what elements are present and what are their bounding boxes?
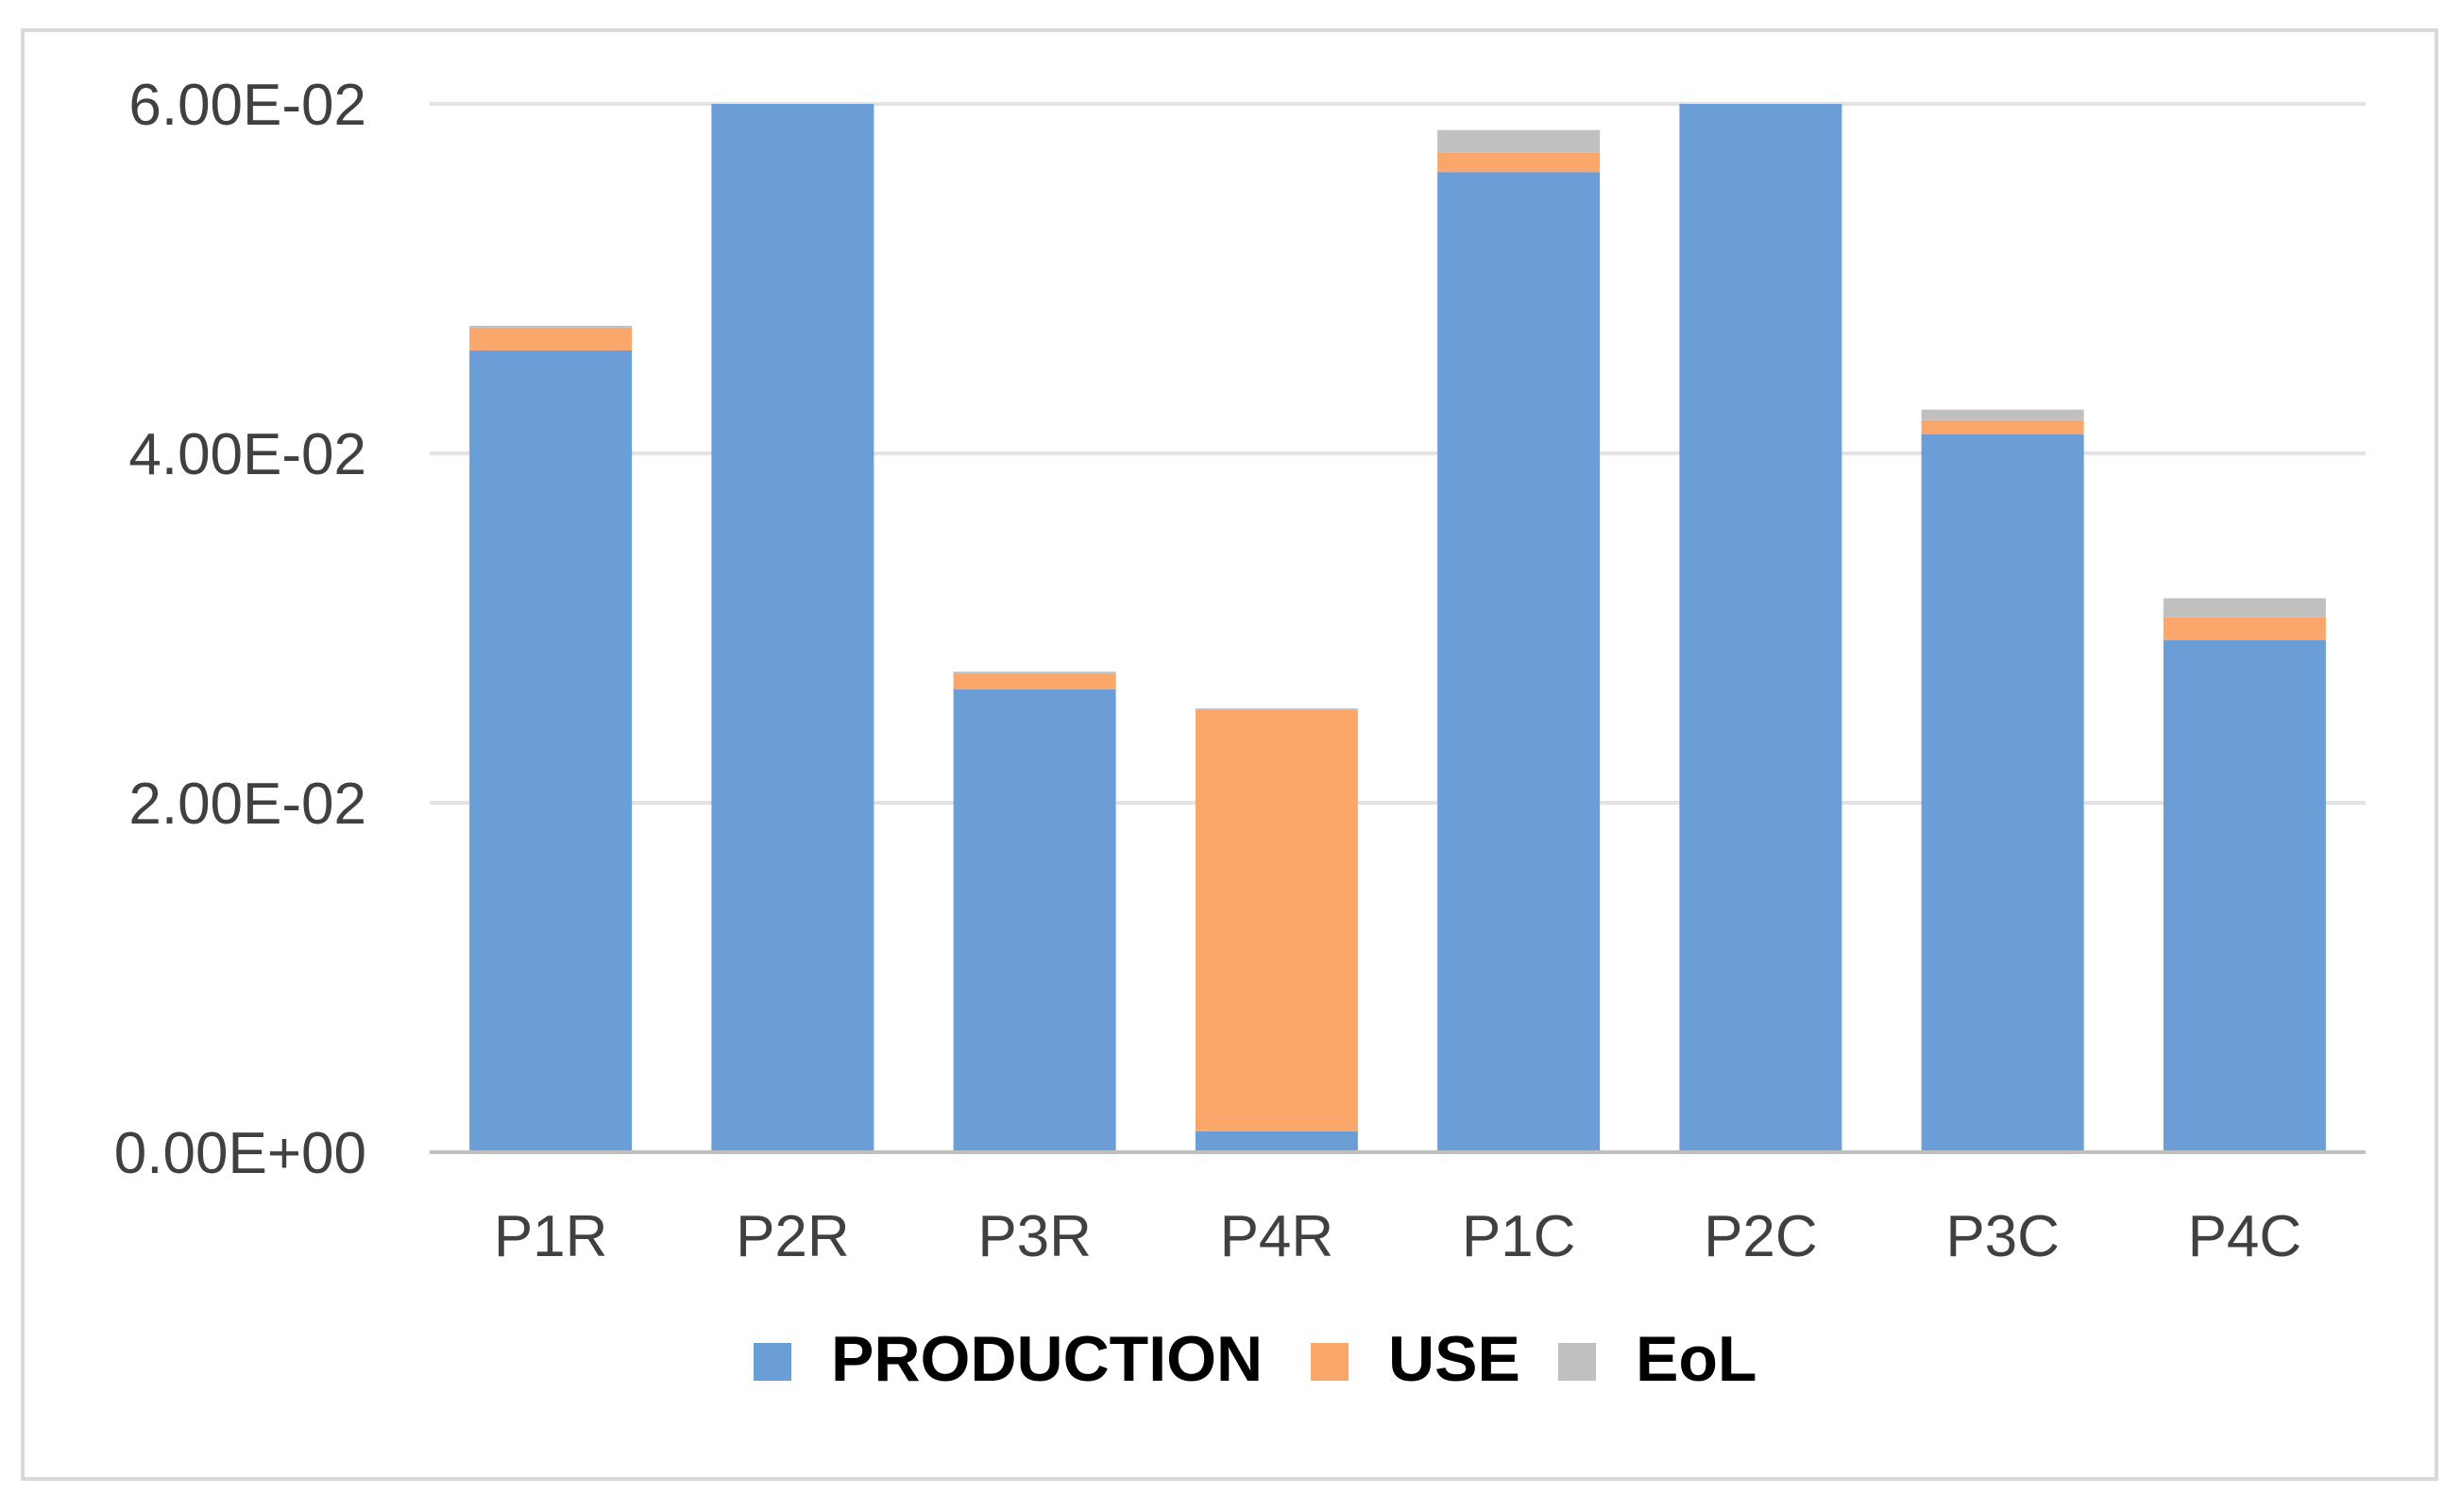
legend: PRODUCTION USE EoL <box>754 1323 1757 1395</box>
x-tick-label: P3C <box>1945 1204 2060 1269</box>
legend-swatch-use <box>1311 1343 1349 1381</box>
bar-segment-production-p4c <box>2163 639 2326 1152</box>
bar-segment-use-p1c <box>1437 152 1601 173</box>
bar-segment-production-p1c <box>1437 172 1601 1152</box>
bar-segment-eol-p4r <box>1195 708 1358 710</box>
bar-segment-production-p3c <box>1921 433 2084 1152</box>
x-tick-label: P2R <box>736 1204 850 1269</box>
y-tick-label: 6.00E-02 <box>128 73 366 138</box>
legend-swatch-production <box>754 1343 791 1381</box>
y-tick-label: 0.00E+00 <box>114 1121 366 1186</box>
x-tick-label: P4C <box>2188 1204 2302 1269</box>
y-tick-label: 2.00E-02 <box>128 772 366 837</box>
legend-label-production: PRODUCTION <box>831 1323 1263 1395</box>
bar-segment-production-p3r <box>953 688 1116 1152</box>
legend-label-eol: EoL <box>1636 1323 1757 1395</box>
legend-swatch-eol <box>1558 1343 1596 1381</box>
x-tick-label: P1C <box>1462 1204 1576 1269</box>
bar-segment-eol-p4c <box>2163 598 2326 618</box>
legend-label-use: USE <box>1388 1323 1520 1395</box>
x-tick-label: P4R <box>1220 1204 1334 1269</box>
bar-segment-production-p1r <box>469 349 633 1153</box>
y-tick-label: 4.00E-02 <box>128 422 366 487</box>
bar-segment-eol-p3c <box>1921 409 2084 420</box>
bar-segment-use-p3r <box>953 673 1116 689</box>
x-tick-label: P1R <box>494 1204 608 1269</box>
y-axis: 0.00E+00 2.00E-02 4.00E-02 6.00E-02 <box>114 73 366 1186</box>
bar-segment-eol-p3r <box>953 671 1116 674</box>
bar-segment-production-p4r <box>1195 1130 1358 1152</box>
x-tick-label: P2C <box>1704 1204 1818 1269</box>
bar-segment-production-p2r <box>711 104 874 1152</box>
x-axis: P1R P2R P3R P4R P1C P2C P3C P4C <box>430 1150 2366 1269</box>
bar-segment-eol-p1r <box>469 325 633 328</box>
bars <box>469 104 2326 1153</box>
bar-segment-use-p3c <box>1921 419 2084 434</box>
bar-segment-eol-p1c <box>1437 129 1601 153</box>
bar-segment-production-p2c <box>1679 104 1842 1152</box>
x-tick-label: P3R <box>977 1204 1092 1269</box>
bar-segment-use-p4c <box>2163 617 2326 640</box>
bar-segment-use-p4r <box>1195 709 1358 1131</box>
bar-segment-use-p1r <box>469 327 633 350</box>
